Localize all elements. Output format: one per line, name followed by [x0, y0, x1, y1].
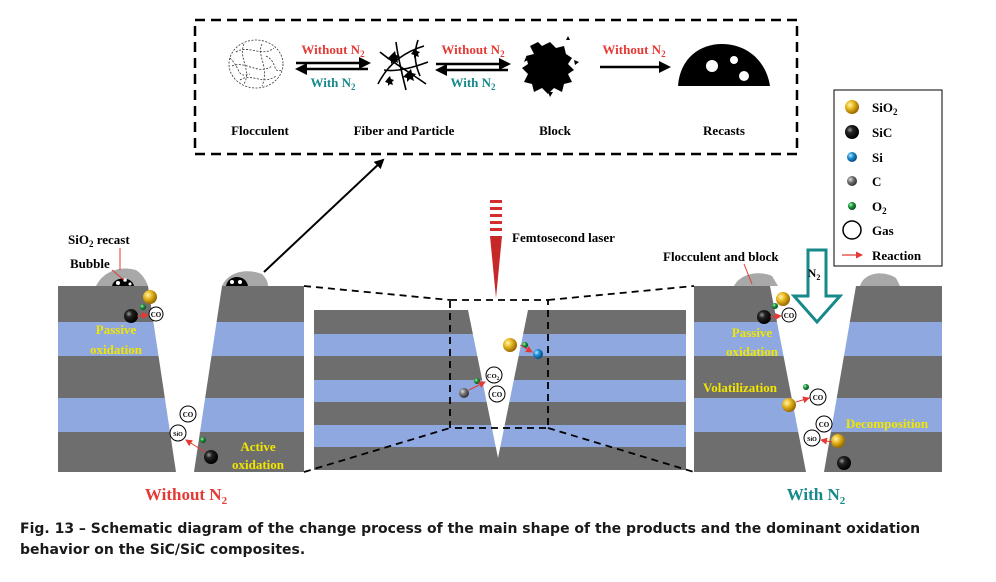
without-n2-label-1: Without N2 — [301, 42, 365, 59]
block-icon — [522, 36, 579, 97]
legend-c-sphere — [847, 176, 857, 186]
without-n2-label-3: Without N2 — [602, 42, 666, 59]
step-fiber-particle: Fiber and Particle — [354, 123, 455, 138]
with-n2-label-2: With N2 — [450, 75, 496, 92]
svg-text:With N2: With N2 — [450, 75, 496, 92]
left-active-label: Active oxidation — [232, 439, 285, 472]
left-block: CO CO SiO SiO2 recast Bubble Passive oxid… — [58, 232, 304, 507]
without-n2-label-2: Without N2 — [441, 42, 505, 59]
sio2-recast-label: SiO2 recast — [68, 232, 130, 249]
legend-si-sphere — [847, 152, 857, 162]
svg-text:SiO: SiO — [807, 437, 817, 443]
volatilization-label: Volatilization — [703, 380, 778, 395]
legend-c-label: C — [872, 174, 881, 189]
fiber-particle-icon — [377, 39, 429, 91]
step-block: Block — [539, 123, 572, 138]
right-passive-label: Passive oxidation — [726, 325, 779, 359]
svg-text:CO: CO — [492, 391, 503, 399]
left-title: Without N2 — [145, 485, 228, 507]
svg-text:SiO: SiO — [173, 432, 183, 438]
svg-text:CO: CO — [819, 421, 830, 429]
n2-arrow — [790, 248, 844, 325]
legend-sic-sphere — [845, 125, 859, 139]
decomposition-label: Decomposition — [846, 416, 929, 431]
zoom-lines — [303, 285, 695, 473]
oxidation-schematic: Without N2 With N2 Without N2 With N2 Wi… — [58, 18, 943, 507]
step-flocculent: Flocculent — [231, 123, 289, 138]
svg-text:With N2: With N2 — [310, 75, 356, 92]
legend-sio2-label: SiO2 — [872, 100, 898, 117]
laser-label: Femtosecond laser — [512, 230, 615, 245]
svg-text:Without N2: Without N2 — [441, 42, 505, 59]
n2-label: N2 — [808, 266, 821, 282]
svg-text:CO: CO — [784, 312, 795, 320]
step-recasts: Recasts — [703, 123, 745, 138]
legend: SiO2 SiC Si C O2 Gas Reaction — [833, 89, 943, 267]
bubble-label: Bubble — [70, 256, 110, 271]
process-box: Without N2 With N2 Without N2 With N2 Wi… — [193, 18, 799, 156]
svg-text:CO2: CO2 — [487, 373, 500, 382]
svg-text:CO: CO — [813, 394, 824, 402]
flocculent-block-label: Flocculent and block — [663, 249, 779, 264]
figure-caption: Fig. 13 – Schematic diagram of the chang… — [20, 521, 921, 558]
svg-text:CO: CO — [183, 411, 194, 419]
legend-reaction-label: Reaction — [872, 248, 922, 263]
legend-o2-label: O2 — [872, 199, 887, 216]
legend-sio2-sphere — [845, 100, 859, 114]
right-block: N2 CO CO CO SiO Flocculent and block Pas… — [663, 248, 942, 507]
process-arrows — [295, 57, 671, 76]
legend-gas-circle — [842, 220, 862, 240]
legend-gas-label: Gas — [872, 223, 894, 238]
legend-sic-label: SiC — [872, 125, 892, 140]
legend-o2-sphere — [848, 202, 856, 210]
svg-text:CO: CO — [151, 311, 162, 319]
svg-text:Without N2: Without N2 — [301, 42, 365, 59]
legend-si-label: Si — [872, 150, 883, 165]
left-passive-label: Passive oxidation — [90, 322, 143, 357]
with-n2-label-1: With N2 — [310, 75, 356, 92]
right-title: With N2 — [787, 485, 846, 507]
recasts-icon — [678, 44, 770, 86]
flocculent-icon — [228, 39, 284, 89]
svg-text:Without N2: Without N2 — [602, 42, 666, 59]
center-block: CO2 CO — [314, 299, 686, 470]
connector-arrow — [263, 158, 385, 273]
femtosecond-laser: Femtosecond laser — [490, 200, 615, 298]
